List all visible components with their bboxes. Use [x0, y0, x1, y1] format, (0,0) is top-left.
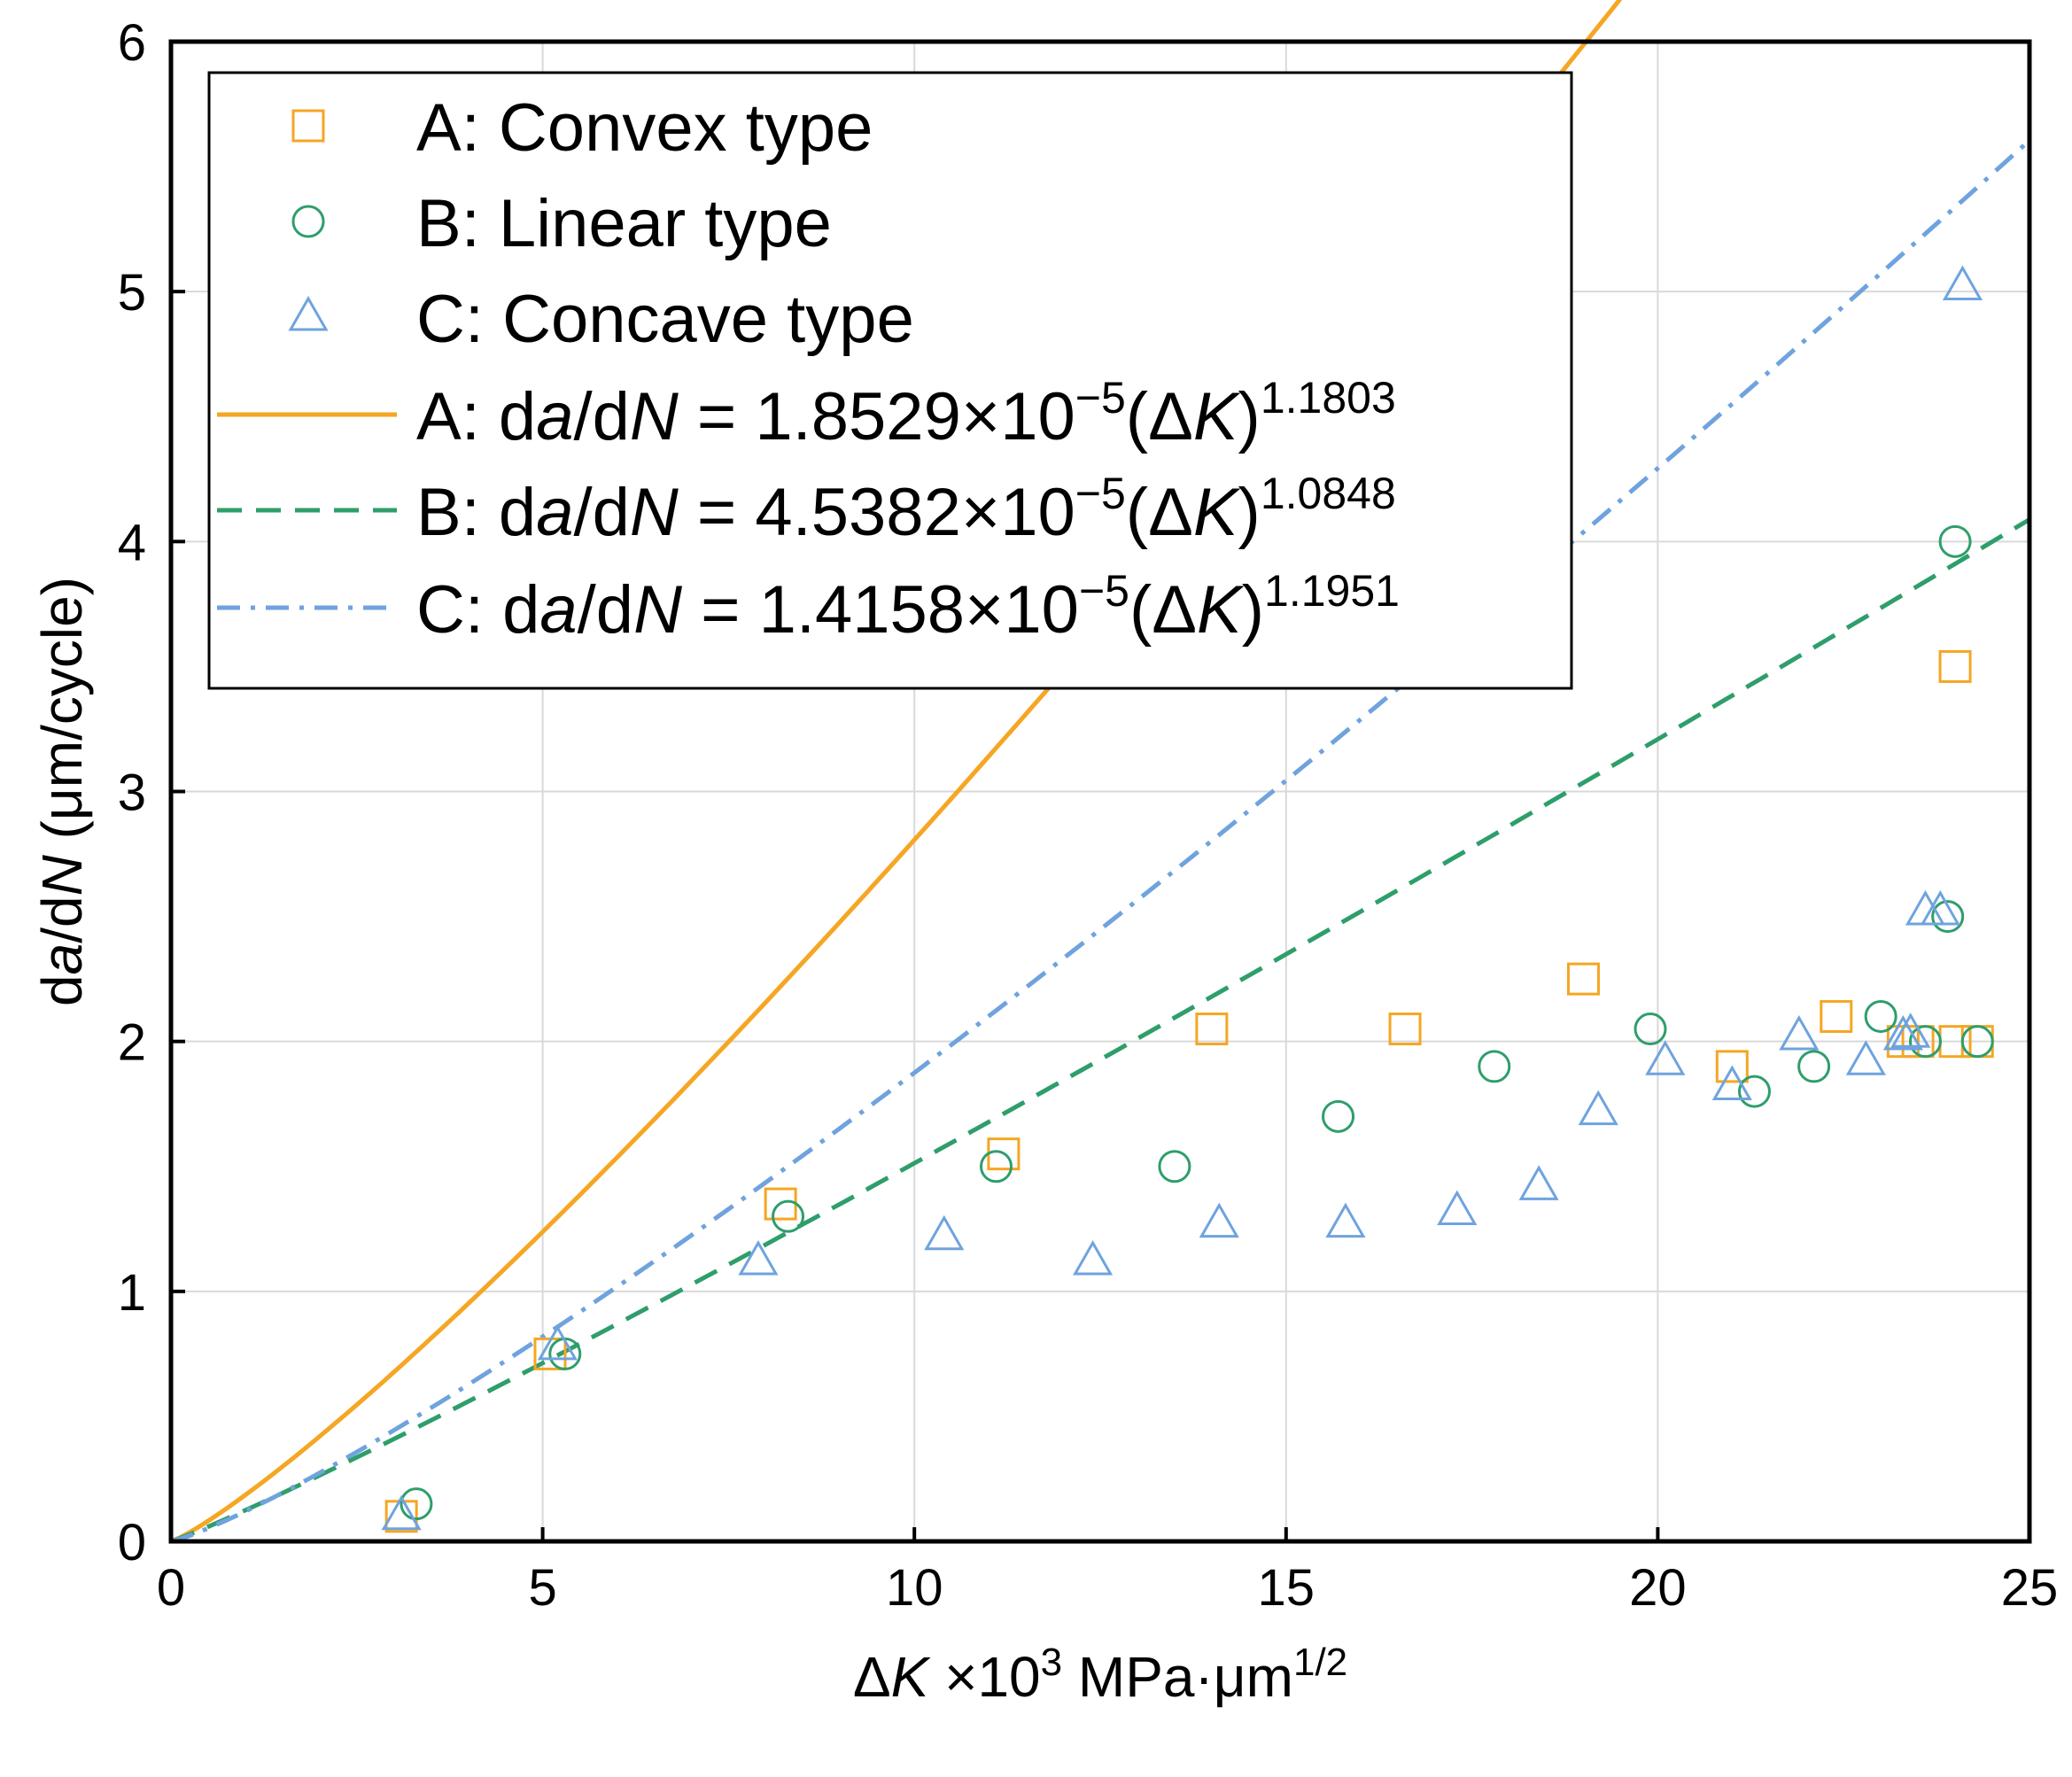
legend-label-fit-b: B: da/dN = 4.5382×10−5(ΔK)1.0848 — [416, 469, 1396, 550]
y-tick-label-0: 0 — [118, 1514, 146, 1571]
data-point-circle-10 — [1864, 999, 1897, 1033]
x-tick-label-2: 10 — [886, 1559, 943, 1617]
y-tick-label-6: 6 — [118, 14, 146, 72]
y-tick-label-2: 2 — [118, 1014, 146, 1072]
legend-symbol-triangle — [288, 295, 329, 331]
data-point-triangle-17 — [1920, 889, 1960, 926]
data-point-circle-7 — [1634, 1013, 1667, 1046]
data-points — [381, 265, 1994, 1533]
data-point-triangle-2 — [738, 1239, 779, 1276]
y-axis-title: da/dN (μm/cycle) — [30, 577, 94, 1006]
y-tick-label-5: 5 — [118, 264, 146, 322]
data-point-circle-3 — [980, 1150, 1013, 1183]
legend-label-triangle: C: Concave type — [416, 282, 914, 357]
data-point-triangle-18 — [1942, 265, 1983, 301]
data-point-circle-0 — [400, 1487, 433, 1521]
legend: A: Convex type B: Linear type C: Concave t… — [207, 71, 1573, 690]
data-point-triangle-4 — [1073, 1239, 1114, 1276]
legend-label-fit-c: C: da/dN = 1.4158×10−5(ΔK)1.1951 — [416, 566, 1400, 648]
x-tick-label-1: 5 — [528, 1559, 556, 1617]
data-point-circle-14 — [1938, 524, 1972, 558]
legend-symbol-circle — [291, 205, 325, 238]
fit-curve-b — [170, 517, 2031, 1544]
data-point-circle-6 — [1478, 1050, 1511, 1083]
data-point-circle-13 — [1960, 1025, 1994, 1059]
data-point-triangle-7 — [1437, 1190, 1478, 1226]
x-tick-label-4: 20 — [1629, 1559, 1687, 1617]
data-point-triangle-9 — [1578, 1090, 1618, 1126]
y-tick-label-4: 4 — [118, 514, 146, 571]
data-point-circle-9 — [1797, 1050, 1831, 1083]
x-tick-label-3: 15 — [1258, 1559, 1315, 1617]
data-point-square-6 — [1566, 962, 1600, 996]
data-point-triangle-11 — [1711, 1065, 1752, 1100]
fit-curve-c — [170, 138, 2031, 1544]
data-point-triangle-6 — [1325, 1202, 1366, 1238]
data-point-square-12 — [1938, 649, 1972, 683]
y-tick-label-3: 3 — [118, 764, 146, 822]
x-tick-label-0: 0 — [157, 1559, 185, 1617]
legend-label-square: A: Convex type — [416, 90, 873, 166]
data-point-square-5 — [1388, 1013, 1422, 1046]
data-point-triangle-10 — [1645, 1040, 1686, 1075]
data-point-circle-2 — [772, 1199, 805, 1233]
data-point-circle-11 — [1909, 1025, 1943, 1059]
data-point-triangle-8 — [1518, 1165, 1559, 1200]
axis-ticks: 0 5 10 15 20 25 0 1 2 3 4 5 6 — [118, 14, 2059, 1617]
series-circle — [400, 524, 1994, 1521]
x-tick-label-5: 25 — [2001, 1559, 2059, 1617]
data-point-circle-5 — [1322, 1099, 1355, 1133]
data-point-triangle-1 — [537, 1324, 578, 1361]
series-triangle — [381, 265, 1983, 1531]
legend-label-circle: B: Linear type — [416, 186, 832, 261]
x-axis-title: ΔK ×103 MPa·μm1/2 — [853, 1641, 1347, 1710]
data-point-triangle-14 — [1882, 1014, 1923, 1051]
data-point-circle-8 — [1737, 1075, 1771, 1108]
data-point-circle-12 — [1931, 900, 1965, 934]
data-point-triangle-0 — [381, 1494, 422, 1531]
data-point-triangle-3 — [924, 1214, 965, 1251]
legend-label-fit-a: A: da/dN = 1.8529×10−5(ΔK)1.1803 — [416, 373, 1396, 454]
legend-box — [207, 71, 1573, 690]
legend-symbol-square — [291, 109, 325, 143]
data-point-triangle-12 — [1779, 1014, 1820, 1051]
data-point-square-7 — [1715, 1050, 1749, 1083]
data-point-square-8 — [1820, 999, 1853, 1033]
data-point-circle-4 — [1158, 1150, 1191, 1183]
data-point-triangle-5 — [1199, 1202, 1239, 1238]
data-point-square-4 — [1195, 1013, 1229, 1046]
data-point-triangle-15 — [1890, 1013, 1931, 1048]
y-tick-label-1: 1 — [118, 1264, 146, 1322]
data-point-triangle-13 — [1845, 1040, 1886, 1075]
